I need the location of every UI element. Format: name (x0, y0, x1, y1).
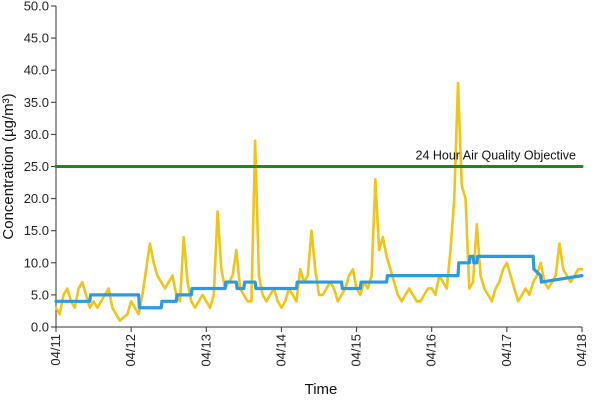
x-tick-label: 04/11 (48, 334, 63, 366)
y-tick-label: 0.0 (31, 320, 49, 335)
y-tick-label: 45.0 (24, 31, 49, 46)
x-axis: 04/11 04/12 04/13 04/14 04/15 04/16 04/17 04/18 (48, 327, 589, 367)
x-tick-label: 04/12 (123, 334, 138, 367)
series-layer (54, 81, 584, 322)
x-tick-label: 04/14 (273, 334, 288, 367)
hourly-concentration-line (54, 81, 584, 322)
y-tick-label: 5.0 (31, 287, 49, 302)
x-axis-title: Time (305, 381, 338, 398)
y-tick-label: 15.0 (24, 223, 49, 238)
y-tick-label: 35.0 (24, 95, 49, 110)
y-axis-title: Concentration (µg/m³) (0, 93, 17, 239)
x-tick-label: 04/17 (499, 334, 514, 367)
x-tick-label: 04/16 (424, 334, 439, 367)
y-tick-label: 50.0 (24, 0, 49, 14)
y-tick-label: 40.0 (24, 63, 49, 78)
x-tick-label: 04/15 (349, 334, 364, 367)
rolling-average-line (54, 254, 584, 310)
y-tick-label: 10.0 (24, 255, 49, 270)
y-axis: 0.0 5.0 10.0 15.0 20.0 25.0 30.0 35.0 40.0 45.0 50… (24, 0, 56, 335)
x-tick-label: 04/18 (574, 334, 589, 367)
y-tick-label: 30.0 (24, 127, 49, 142)
x-tick-label: 04/13 (198, 334, 213, 367)
y-tick-label: 25.0 (24, 159, 49, 174)
objective-annotation: 24 Hour Air Quality Objective (416, 149, 577, 163)
y-tick-label: 20.0 (24, 191, 49, 206)
